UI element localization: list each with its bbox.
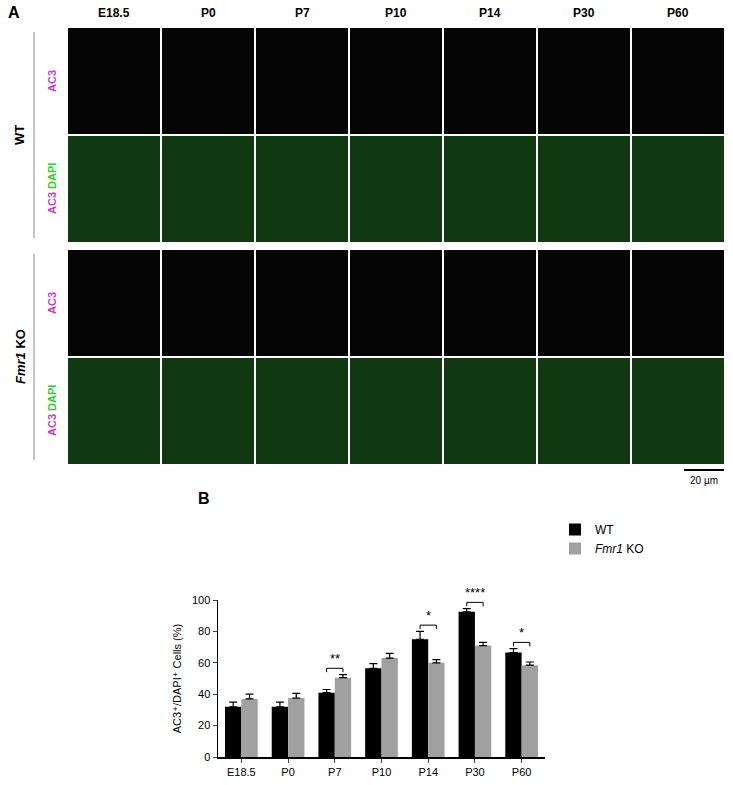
svg-text:**: ** [330, 651, 340, 666]
svg-text:20: 20 [198, 719, 210, 731]
svg-text:P7: P7 [328, 766, 341, 778]
svg-text:AC3⁺/DAPI⁺ Cells (%): AC3⁺/DAPI⁺ Cells (%) [171, 624, 183, 733]
svg-text:AC3 DAPI: AC3 DAPI [46, 163, 58, 214]
svg-text:Fmr1 KO: Fmr1 KO [13, 329, 28, 384]
svg-text:B: B [198, 490, 210, 507]
svg-text:20 µm: 20 µm [690, 475, 718, 486]
svg-text:AC3: AC3 [46, 70, 58, 92]
svg-text:*: * [519, 625, 524, 640]
svg-text:E18.5: E18.5 [98, 6, 130, 20]
svg-text:P30: P30 [573, 6, 595, 20]
svg-text:P14: P14 [418, 766, 438, 778]
svg-text:WT: WT [12, 125, 27, 145]
svg-text:60: 60 [198, 657, 210, 669]
svg-text:WT: WT [595, 523, 614, 537]
svg-text:AC3: AC3 [46, 292, 58, 314]
svg-text:P60: P60 [512, 766, 532, 778]
svg-text:0: 0 [204, 751, 210, 763]
svg-text:P10: P10 [385, 6, 407, 20]
svg-text:E18.5: E18.5 [227, 766, 256, 778]
svg-text:100: 100 [192, 594, 210, 606]
svg-text:P14: P14 [479, 6, 501, 20]
svg-text:P0: P0 [201, 6, 216, 20]
svg-text:P7: P7 [295, 6, 310, 20]
svg-text:****: **** [465, 585, 485, 600]
svg-text:P10: P10 [372, 766, 392, 778]
svg-text:Fmr1 KO: Fmr1 KO [595, 542, 644, 556]
svg-text:80: 80 [198, 625, 210, 637]
svg-text:40: 40 [198, 688, 210, 700]
svg-text:A: A [8, 4, 20, 21]
svg-text:*: * [426, 608, 431, 623]
svg-text:AC3 DAPI: AC3 DAPI [46, 385, 58, 436]
svg-text:P30: P30 [465, 766, 485, 778]
svg-text:P60: P60 [667, 6, 689, 20]
svg-text:P0: P0 [281, 766, 294, 778]
